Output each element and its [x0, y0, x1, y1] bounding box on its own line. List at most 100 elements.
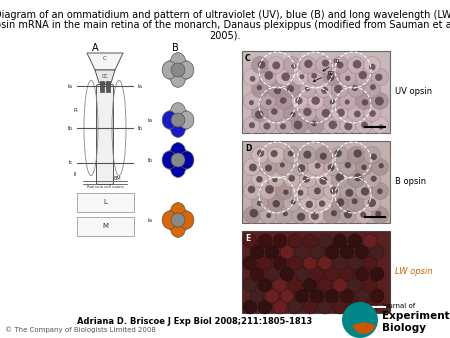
- Circle shape: [339, 93, 356, 110]
- Circle shape: [324, 159, 341, 175]
- Circle shape: [288, 151, 293, 156]
- Circle shape: [375, 97, 384, 105]
- Circle shape: [303, 108, 311, 116]
- FancyBboxPatch shape: [100, 80, 104, 92]
- Circle shape: [249, 100, 254, 105]
- Circle shape: [363, 234, 377, 248]
- Circle shape: [243, 300, 257, 314]
- Circle shape: [356, 159, 373, 175]
- Circle shape: [275, 93, 292, 110]
- Circle shape: [315, 146, 333, 164]
- Circle shape: [371, 176, 377, 182]
- Ellipse shape: [171, 53, 185, 71]
- Ellipse shape: [171, 63, 185, 77]
- Circle shape: [284, 146, 301, 164]
- Circle shape: [304, 60, 313, 68]
- Text: C: C: [245, 54, 251, 63]
- Text: LW opsin: LW opsin: [395, 267, 432, 276]
- Circle shape: [334, 85, 342, 93]
- Ellipse shape: [171, 143, 185, 161]
- Circle shape: [360, 212, 366, 218]
- Circle shape: [275, 159, 292, 175]
- Circle shape: [257, 201, 262, 206]
- Circle shape: [372, 183, 388, 199]
- Circle shape: [348, 234, 362, 248]
- Circle shape: [364, 194, 381, 212]
- Circle shape: [368, 199, 376, 207]
- Circle shape: [324, 183, 341, 199]
- Circle shape: [347, 56, 365, 73]
- Circle shape: [265, 267, 279, 281]
- Circle shape: [372, 207, 388, 223]
- Circle shape: [332, 80, 348, 97]
- Ellipse shape: [168, 150, 174, 156]
- Circle shape: [315, 170, 333, 188]
- Ellipse shape: [168, 210, 174, 216]
- Circle shape: [260, 207, 276, 223]
- Text: R2: R2: [313, 71, 334, 81]
- Circle shape: [377, 188, 382, 194]
- Circle shape: [321, 87, 328, 94]
- Circle shape: [273, 234, 287, 248]
- Polygon shape: [87, 53, 123, 70]
- Circle shape: [370, 84, 376, 90]
- Circle shape: [284, 56, 301, 73]
- Circle shape: [275, 117, 292, 134]
- Circle shape: [280, 267, 294, 281]
- Circle shape: [280, 245, 294, 259]
- Circle shape: [249, 164, 257, 171]
- Ellipse shape: [162, 151, 177, 169]
- Text: 2005).: 2005).: [209, 30, 241, 40]
- Circle shape: [283, 190, 288, 195]
- Circle shape: [260, 69, 276, 86]
- Circle shape: [355, 289, 369, 303]
- Ellipse shape: [168, 110, 174, 116]
- Ellipse shape: [171, 160, 185, 177]
- Circle shape: [345, 189, 353, 197]
- Circle shape: [284, 194, 301, 212]
- Circle shape: [336, 198, 344, 207]
- Circle shape: [375, 211, 381, 217]
- Circle shape: [295, 97, 302, 104]
- Text: CC: CC: [102, 73, 108, 78]
- Text: © The Company of Biologists Limited 2008: © The Company of Biologists Limited 2008: [5, 326, 156, 333]
- FancyBboxPatch shape: [76, 193, 134, 212]
- Circle shape: [297, 190, 303, 196]
- Circle shape: [283, 211, 288, 216]
- Circle shape: [303, 234, 317, 248]
- Circle shape: [243, 234, 257, 248]
- Circle shape: [333, 300, 347, 314]
- Circle shape: [356, 117, 373, 134]
- Circle shape: [332, 146, 348, 164]
- Circle shape: [291, 64, 296, 69]
- Circle shape: [275, 69, 292, 86]
- Circle shape: [272, 177, 278, 182]
- Ellipse shape: [179, 151, 194, 169]
- Circle shape: [271, 108, 278, 115]
- Text: opsin mRNA in the main retina of the monarch, Danaus plexippus (modified from Sa: opsin mRNA in the main retina of the mon…: [0, 20, 450, 30]
- Circle shape: [295, 267, 309, 281]
- Circle shape: [318, 256, 332, 270]
- Text: BM: BM: [113, 176, 121, 182]
- Circle shape: [345, 76, 351, 81]
- Circle shape: [310, 267, 324, 281]
- Text: Adriana D. Briscoe J Exp Biol 2008;211:1805-1813: Adriana D. Briscoe J Exp Biol 2008;211:1…: [77, 316, 313, 325]
- Circle shape: [327, 73, 334, 81]
- Text: Ic: Ic: [68, 161, 73, 166]
- Circle shape: [347, 194, 365, 212]
- Circle shape: [267, 194, 284, 212]
- Circle shape: [345, 99, 350, 104]
- Circle shape: [364, 146, 381, 164]
- Circle shape: [243, 159, 261, 175]
- Circle shape: [288, 278, 302, 292]
- Circle shape: [356, 207, 373, 223]
- Circle shape: [324, 117, 341, 134]
- Circle shape: [252, 170, 269, 188]
- Circle shape: [369, 110, 376, 117]
- Circle shape: [250, 267, 264, 281]
- Text: Retinula cell axons: Retinula cell axons: [86, 185, 123, 189]
- Circle shape: [370, 267, 384, 281]
- Circle shape: [322, 59, 329, 67]
- Circle shape: [319, 200, 325, 207]
- Ellipse shape: [162, 211, 177, 229]
